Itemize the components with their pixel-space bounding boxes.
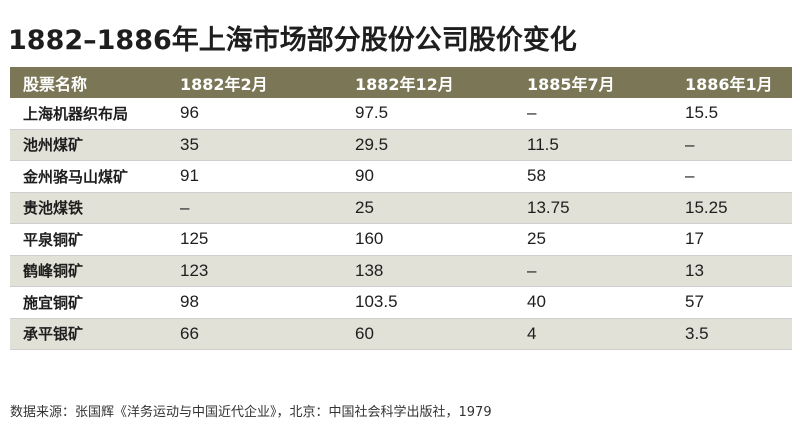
price-cell: 15.5 xyxy=(672,98,792,130)
price-cell: 123 xyxy=(167,255,342,287)
company-name-cell: 承平银矿 xyxy=(10,318,167,350)
column-header: 1882年2月 xyxy=(167,67,342,98)
column-header: 股票名称 xyxy=(10,67,167,98)
column-header: 1886年1月 xyxy=(672,67,792,98)
price-cell: 11.5 xyxy=(514,129,672,161)
price-cell: 66 xyxy=(167,318,342,350)
price-cell: 29.5 xyxy=(342,129,514,161)
price-cell: 40 xyxy=(514,286,672,319)
company-name-cell: 鹤峰铜矿 xyxy=(10,255,167,287)
price-cell: 17 xyxy=(672,223,792,256)
table-header-row: 股票名称 1882年2月 1882年12月 1885年7月 1886年1月 xyxy=(10,67,792,98)
table-row: 鹤峰铜矿 123 138 – 13 xyxy=(10,255,792,287)
company-name-cell: 施宜铜矿 xyxy=(10,286,167,319)
table-row: 上海机器织布局 96 97.5 – 15.5 xyxy=(10,98,792,130)
table-row: 平泉铜矿 125 160 25 17 xyxy=(10,223,792,256)
price-cell: 125 xyxy=(167,223,342,256)
price-cell: 4 xyxy=(514,318,672,350)
data-source-note: 数据来源：张国辉《洋务运动与中国近代企业》，北京：中国社会科学出版社，1979 xyxy=(10,405,492,420)
price-cell: 58 xyxy=(514,160,672,193)
table-row: 承平银矿 66 60 4 3.5 xyxy=(10,318,792,350)
price-cell: 97.5 xyxy=(342,98,514,130)
price-cell: 35 xyxy=(167,129,342,161)
company-name-cell: 池州煤矿 xyxy=(10,129,167,161)
price-cell: 91 xyxy=(167,160,342,193)
price-cell: 138 xyxy=(342,255,514,287)
column-header: 1882年12月 xyxy=(342,67,514,98)
chart-title: 1882–1886年上海市场部分股份公司股价变化 xyxy=(8,25,577,56)
price-cell: – xyxy=(514,255,672,287)
company-name-cell: 平泉铜矿 xyxy=(10,223,167,256)
column-header: 1885年7月 xyxy=(514,67,672,98)
company-name-cell: 金州骆马山煤矿 xyxy=(10,160,167,193)
table-row: 金州骆马山煤矿 91 90 58 – xyxy=(10,160,792,193)
price-cell: 60 xyxy=(342,318,514,350)
company-name-cell: 上海机器织布局 xyxy=(10,98,167,130)
price-cell: – xyxy=(672,129,792,161)
price-cell: 98 xyxy=(167,286,342,319)
company-name-cell: 贵池煤铁 xyxy=(10,192,167,224)
price-cell: 25 xyxy=(342,192,514,224)
price-cell: 13.75 xyxy=(514,192,672,224)
price-cell: 160 xyxy=(342,223,514,256)
price-cell: – xyxy=(672,160,792,193)
table-row: 施宜铜矿 98 103.5 40 57 xyxy=(10,286,792,319)
price-cell: – xyxy=(514,98,672,130)
price-cell: 13 xyxy=(672,255,792,287)
price-cell: 90 xyxy=(342,160,514,193)
table-row: 贵池煤铁 – 25 13.75 15.25 xyxy=(10,192,792,224)
price-cell: – xyxy=(167,192,342,224)
price-cell: 96 xyxy=(167,98,342,130)
table-row: 池州煤矿 35 29.5 11.5 – xyxy=(10,129,792,161)
price-cell: 103.5 xyxy=(342,286,514,319)
price-cell: 15.25 xyxy=(672,192,792,224)
price-cell: 25 xyxy=(514,223,672,256)
price-cell: 57 xyxy=(672,286,792,319)
stock-price-table: 股票名称 1882年2月 1882年12月 1885年7月 1886年1月 上海… xyxy=(10,67,792,350)
price-cell: 3.5 xyxy=(672,318,792,350)
